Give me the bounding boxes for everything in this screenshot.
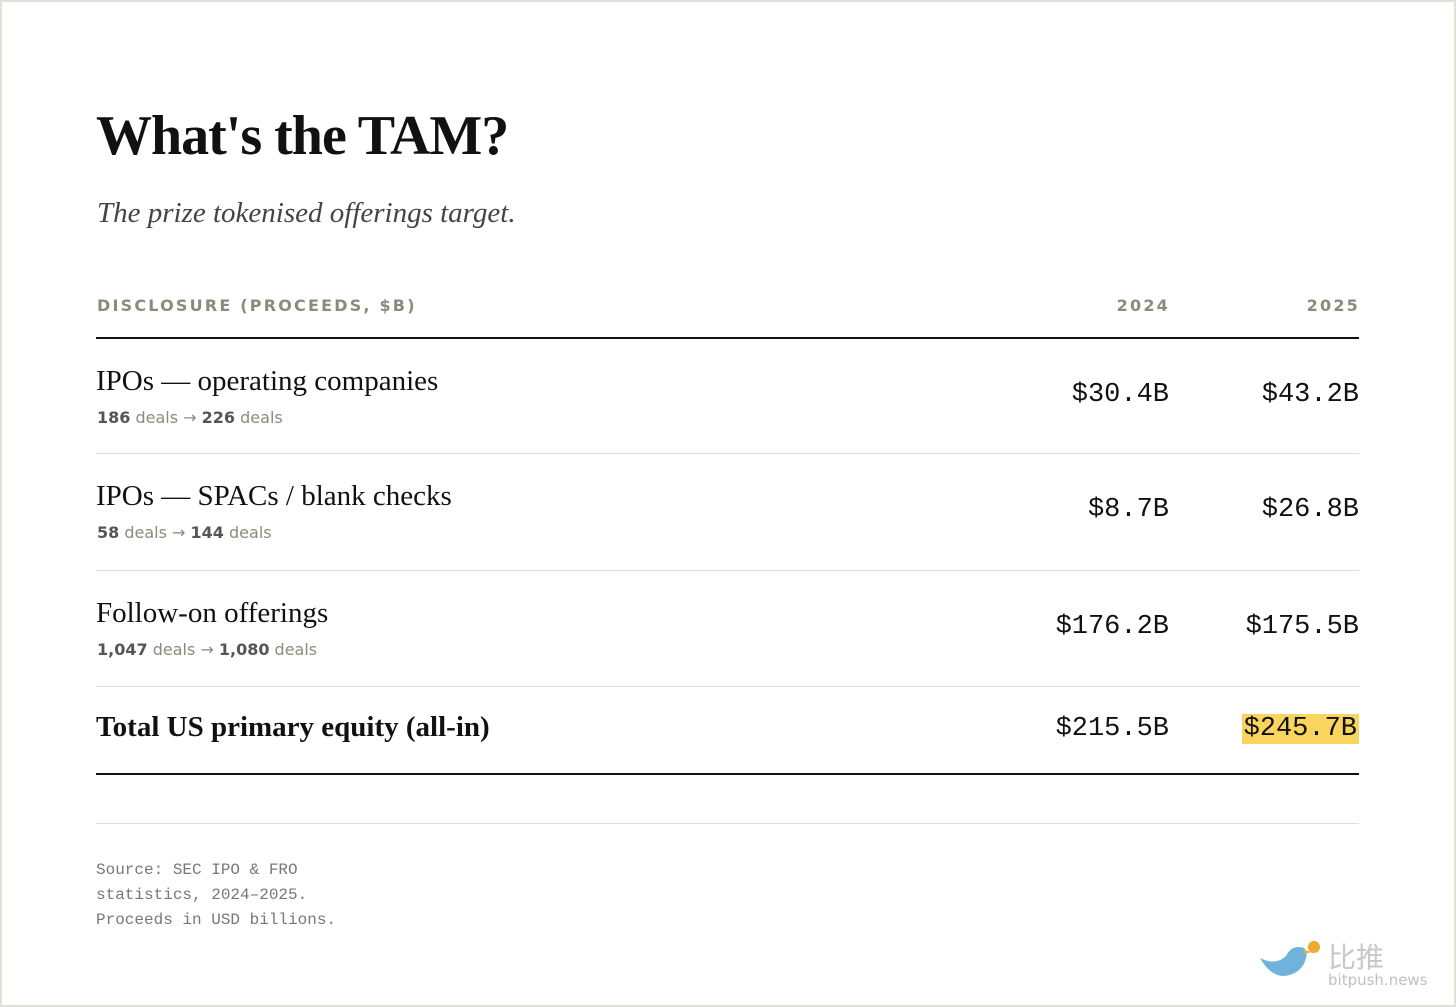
detail-part: 226 bbox=[201, 408, 236, 427]
watermark-site: bitpush.news bbox=[1328, 971, 1428, 989]
total-value: $215.5B bbox=[1055, 714, 1169, 744]
row-detail: 1,047 deals → 1,080 deals bbox=[97, 640, 317, 659]
header-rule bbox=[96, 337, 1359, 339]
detail-part: deals → bbox=[130, 408, 202, 427]
row-value: $43.2B bbox=[1261, 380, 1359, 410]
total-rule bbox=[96, 773, 1359, 775]
footer-rule bbox=[96, 823, 1359, 824]
row-detail: 186 deals → 226 deals bbox=[97, 408, 283, 427]
row-detail: 58 deals → 144 deals bbox=[97, 523, 272, 542]
total-label: Total US primary equity (all-in) bbox=[96, 711, 490, 743]
column-header: DISCLOSURE (PROCEEDS, $B) bbox=[97, 296, 417, 315]
detail-part: 1,047 bbox=[97, 640, 148, 659]
watermark-name: 比推 bbox=[1328, 941, 1385, 974]
watermark-logo bbox=[1260, 941, 1320, 976]
row-rule bbox=[96, 570, 1359, 571]
column-header: 2025 bbox=[1306, 296, 1360, 315]
row-value: $175.5B bbox=[1245, 612, 1359, 642]
detail-part: deals bbox=[269, 640, 318, 659]
detail-part: deals bbox=[235, 408, 283, 427]
detail-part: deals → bbox=[147, 640, 219, 659]
title: What's the TAM? bbox=[96, 105, 509, 167]
detail-part: 1,080 bbox=[218, 640, 270, 659]
source-line: Proceeds in USD billions. bbox=[96, 911, 337, 929]
source-line: statistics, 2024–2025. bbox=[96, 886, 308, 904]
row-rule bbox=[96, 453, 1359, 454]
row-label: Follow-on offerings bbox=[96, 597, 329, 629]
row-value: $30.4B bbox=[1071, 380, 1169, 410]
row-value: $176.2B bbox=[1055, 612, 1169, 642]
row-label: IPOs — operating companies bbox=[96, 365, 439, 397]
subtitle: The prize tokenised offerings target. bbox=[97, 197, 516, 229]
row-value: $8.7B bbox=[1087, 495, 1169, 525]
row-label: IPOs — SPACs / blank checks bbox=[96, 480, 452, 512]
row-value: $26.8B bbox=[1261, 495, 1359, 525]
column-header: 2024 bbox=[1116, 296, 1170, 315]
detail-part: deals bbox=[223, 523, 272, 542]
detail-part: 186 bbox=[97, 408, 131, 427]
total-value: $245.7B bbox=[1241, 714, 1359, 744]
source-line: Source: SEC IPO & FRO bbox=[96, 861, 298, 879]
detail-part: deals → bbox=[119, 523, 191, 542]
row-rule bbox=[96, 686, 1359, 687]
detail-part: 58 bbox=[97, 523, 120, 542]
detail-part: 144 bbox=[190, 523, 224, 542]
